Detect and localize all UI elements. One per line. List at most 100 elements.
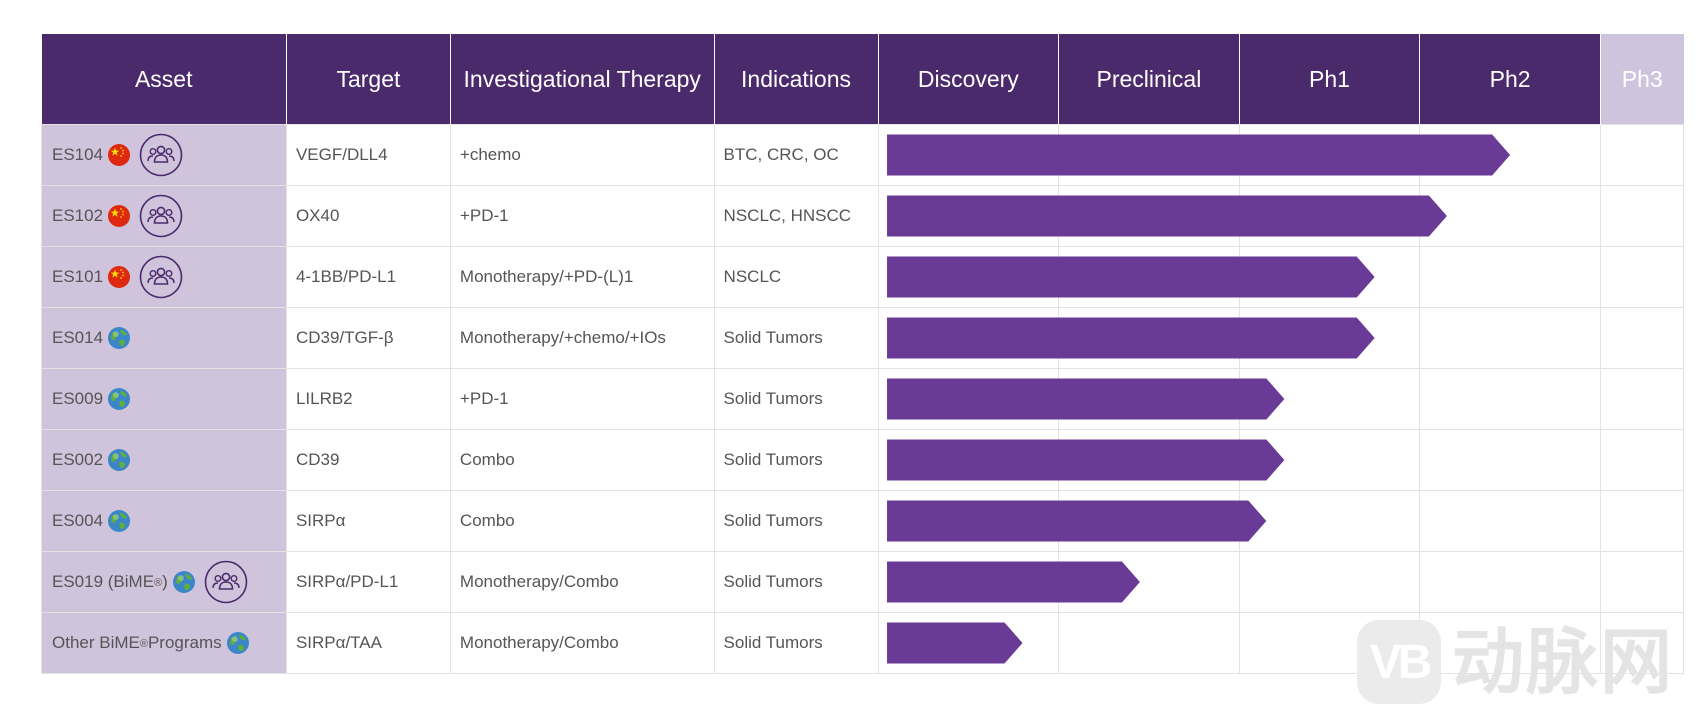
- registered-mark: ®: [139, 638, 148, 650]
- registered-mark: ®: [154, 577, 163, 589]
- partner-group-icon: [139, 255, 183, 299]
- asset-name-text: ES004: [52, 511, 104, 530]
- phase-cell: [1419, 124, 1601, 186]
- phase-header-preclinical: Preclinical: [1058, 34, 1240, 125]
- phase-cell: [1058, 612, 1240, 674]
- therapy-cell: +PD-1: [449, 185, 715, 247]
- asset-name-text: ES009: [52, 389, 104, 408]
- asset-cell: ES104: [41, 124, 287, 186]
- phase-cell: [1238, 429, 1421, 491]
- asset-name: ES102: [52, 206, 103, 226]
- asset-name-text: ES104: [52, 145, 104, 164]
- target-cell: 4-1BB/PD-L1: [285, 246, 451, 308]
- asset-cell: ES014: [41, 307, 287, 369]
- column-header-indications: Indications: [714, 34, 879, 125]
- asset-cell: ES101: [41, 246, 287, 308]
- phase-cell: [877, 551, 1060, 613]
- phase-cell: [1058, 429, 1240, 491]
- indications-cell: Solid Tumors: [713, 551, 879, 613]
- column-header-target: Target: [286, 34, 451, 125]
- phase-cell: [1058, 368, 1240, 430]
- globe-icon: [226, 632, 249, 654]
- therapy-cell: Monotherapy/Combo: [449, 551, 715, 613]
- phase-cell: [1238, 124, 1421, 186]
- globe-icon: [172, 571, 195, 593]
- phase-cell: [1419, 368, 1601, 430]
- phase-cell: [1058, 246, 1240, 308]
- phase-cell: [1419, 429, 1601, 491]
- target-cell: SIRPα/PD-L1: [285, 551, 451, 613]
- asset-name: ES019 (BiME ®): [52, 572, 168, 592]
- phase-cell: [1058, 551, 1240, 613]
- watermark-text: 动脉网: [1452, 620, 1675, 704]
- globe-icon: [108, 449, 131, 471]
- indications-cell: Solid Tumors: [713, 490, 879, 552]
- column-header-asset: Asset: [41, 34, 287, 125]
- indications-cell: NSCLC: [713, 246, 879, 308]
- phase-cell: [1419, 185, 1601, 247]
- phase-cell: [877, 368, 1060, 430]
- china-flag-icon: [108, 266, 131, 288]
- table-row: ES014 CD39/TGF-β Monotherapy/+chemo/+IOs So…: [41, 307, 1685, 369]
- phase-cell: [1058, 185, 1240, 247]
- phase-cell: [1419, 490, 1601, 552]
- globe-icon: [108, 510, 131, 532]
- phase-header-ph1: Ph1: [1239, 34, 1421, 125]
- phase-cell: [1599, 185, 1685, 247]
- indications-cell: Solid Tumors: [713, 429, 879, 491]
- asset-name-text: Other BiME: [52, 633, 140, 652]
- asset-cell: ES004: [41, 490, 287, 552]
- asset-name: ES004: [52, 511, 103, 531]
- indications-cell: Solid Tumors: [713, 307, 879, 369]
- phase-cell: [1419, 551, 1601, 613]
- china-flag-icon: [108, 205, 131, 227]
- phase-header-ph3: Ph3: [1600, 34, 1684, 125]
- asset-name: ES014: [52, 328, 103, 348]
- therapy-cell: +chemo: [449, 124, 715, 186]
- therapy-cell: Combo: [449, 429, 715, 491]
- table-row: Other BiME ® Programs SIRPα/TAA Monotherapy…: [41, 612, 1685, 674]
- partner-group-icon: [139, 194, 183, 238]
- column-header-therapy: Investigational Therapy: [450, 34, 715, 125]
- phase-cell: [1238, 185, 1421, 247]
- asset-name: ES101: [52, 267, 103, 287]
- indications-cell: Solid Tumors: [713, 368, 879, 430]
- phase-cell: [877, 307, 1060, 369]
- phase-cell: [1058, 307, 1240, 369]
- target-cell: OX40: [285, 185, 451, 247]
- table-row: ES019 (BiME ®) SIRPα/PD-L1 Monotherapy/Comb…: [41, 551, 1685, 613]
- table-row: ES002 CD39 Combo Solid Tumors: [41, 429, 1685, 491]
- target-cell: CD39: [285, 429, 451, 491]
- phase-cell: [1238, 246, 1421, 308]
- watermark-logo: VB: [1357, 620, 1441, 704]
- header-row: Asset Target Investigational Therapy Ind…: [41, 34, 1684, 125]
- asset-cell: ES019 (BiME ®): [41, 551, 287, 613]
- phase-header-discovery: Discovery: [878, 34, 1060, 125]
- indications-cell: BTC, CRC, OC: [713, 124, 879, 186]
- therapy-cell: Monotherapy/+chemo/+IOs: [449, 307, 715, 369]
- asset-cell: Other BiME ® Programs: [41, 612, 287, 674]
- asset-name-text: ES102: [52, 206, 104, 225]
- asset-name: ES009: [52, 389, 103, 409]
- target-cell: LILRB2: [285, 368, 451, 430]
- phase-cell: [1238, 307, 1421, 369]
- therapy-cell: Combo: [449, 490, 715, 552]
- target-cell: SIRPα/TAA: [285, 612, 451, 674]
- partner-group-icon: [139, 133, 183, 177]
- phase-cell: [1599, 307, 1685, 369]
- phase-cell: [877, 429, 1060, 491]
- phase-cell: [1058, 490, 1240, 552]
- phase-cell: [1599, 368, 1685, 430]
- pipeline-table: Asset Target Investigational Therapy Ind…: [41, 34, 1685, 674]
- phase-cell: [1419, 612, 1601, 674]
- pipeline-body: ES104 VEGF/DLL4 +chemo BTC, CRC, OC ES102 OX4…: [41, 124, 1685, 674]
- phase-cell: [1238, 551, 1421, 613]
- phase-cell: [1599, 612, 1685, 674]
- table-row: ES101 4-1BB/PD-L1 Monotherapy/+PD-(L)1 NSCL…: [41, 246, 1685, 308]
- phase-cell: [1599, 429, 1685, 491]
- asset-name-text: ES101: [52, 267, 104, 286]
- globe-icon: [108, 327, 131, 349]
- asset-cell: ES102: [41, 185, 287, 247]
- indications-cell: Solid Tumors: [713, 612, 879, 674]
- asset-name-text: ES002: [52, 450, 104, 469]
